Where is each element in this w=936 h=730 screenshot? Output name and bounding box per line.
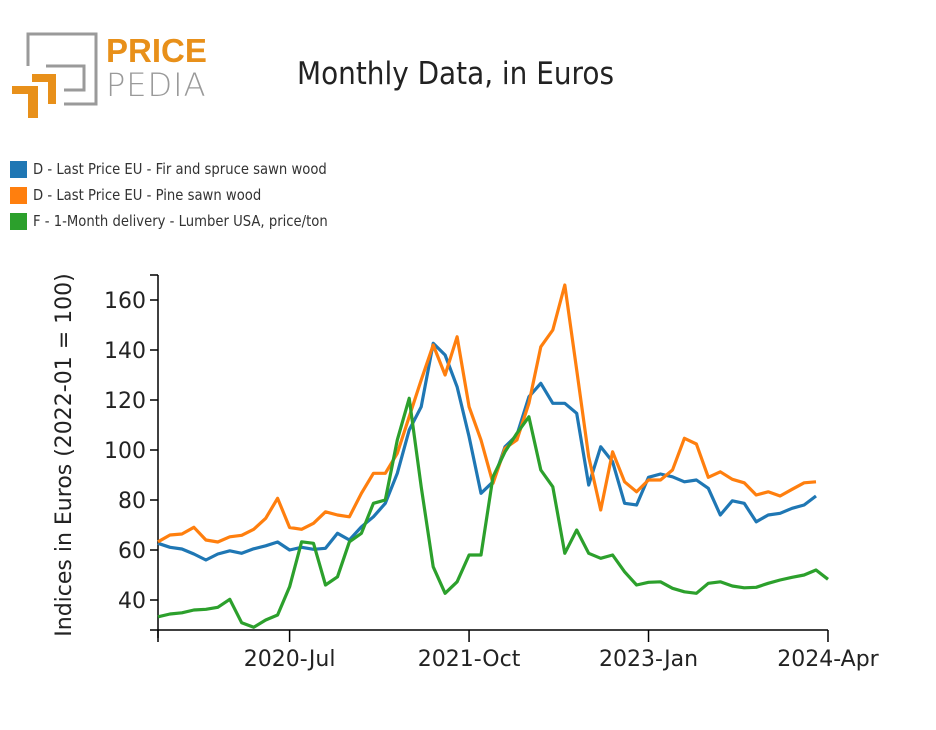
x-tick-label: 2024-Apr (777, 647, 879, 672)
legend-swatch-blue (10, 160, 27, 178)
series-line-0 (157, 341, 817, 562)
y-axis-title: Indices in Euros (2022-01 = 100) (52, 273, 77, 636)
y-tick-label: 100 (104, 439, 146, 464)
series-points-2 (157, 398, 829, 628)
x-tick-label: 2021-Oct (418, 647, 521, 672)
series-points-1 (157, 284, 817, 543)
y-tick-label: 120 (104, 389, 146, 414)
series-line-2 (157, 396, 829, 629)
y-tick-label: 140 (104, 339, 146, 364)
legend-label: D - Last Price EU - Pine sawn wood (33, 186, 262, 204)
y-tick-label: 160 (104, 289, 146, 314)
pricepedia-logo: PRICE PEDIA (8, 28, 218, 124)
logo-word-pedia: PEDIA (106, 66, 207, 104)
legend-swatch-green (10, 212, 27, 230)
chart-title: Monthly Data, in Euros (297, 56, 615, 92)
x-tick-label: 2023-Jan (599, 647, 698, 672)
y-tick-label: 40 (118, 589, 146, 614)
legend-label: F - 1-Month delivery - Lumber USA, price… (33, 212, 328, 230)
legend: D - Last Price EU - Fir and spruce sawn … (10, 156, 368, 234)
legend-item-fir-spruce[interactable]: D - Last Price EU - Fir and spruce sawn … (10, 156, 368, 182)
y-tick-label: 60 (118, 539, 146, 564)
legend-swatch-orange (10, 186, 27, 204)
series-lines (157, 283, 829, 629)
logo-word-price: PRICE (106, 32, 207, 69)
axes: 40 60 80 100 120 140 160 2020-Jul 2021-Oct 2023-J… (104, 274, 880, 672)
legend-item-lumber-usa[interactable]: F - 1-Month delivery - Lumber USA, price… (10, 208, 368, 234)
y-tick-label: 80 (118, 489, 146, 514)
series-line-1 (157, 283, 817, 544)
logo-orange-mark (12, 86, 38, 118)
legend-label: D - Last Price EU - Fir and spruce sawn … (33, 160, 327, 178)
legend-item-pine[interactable]: D - Last Price EU - Pine sawn wood (10, 182, 368, 208)
x-tick-label: 2020-Jul (244, 647, 336, 672)
logo-mark-icon (12, 32, 98, 118)
